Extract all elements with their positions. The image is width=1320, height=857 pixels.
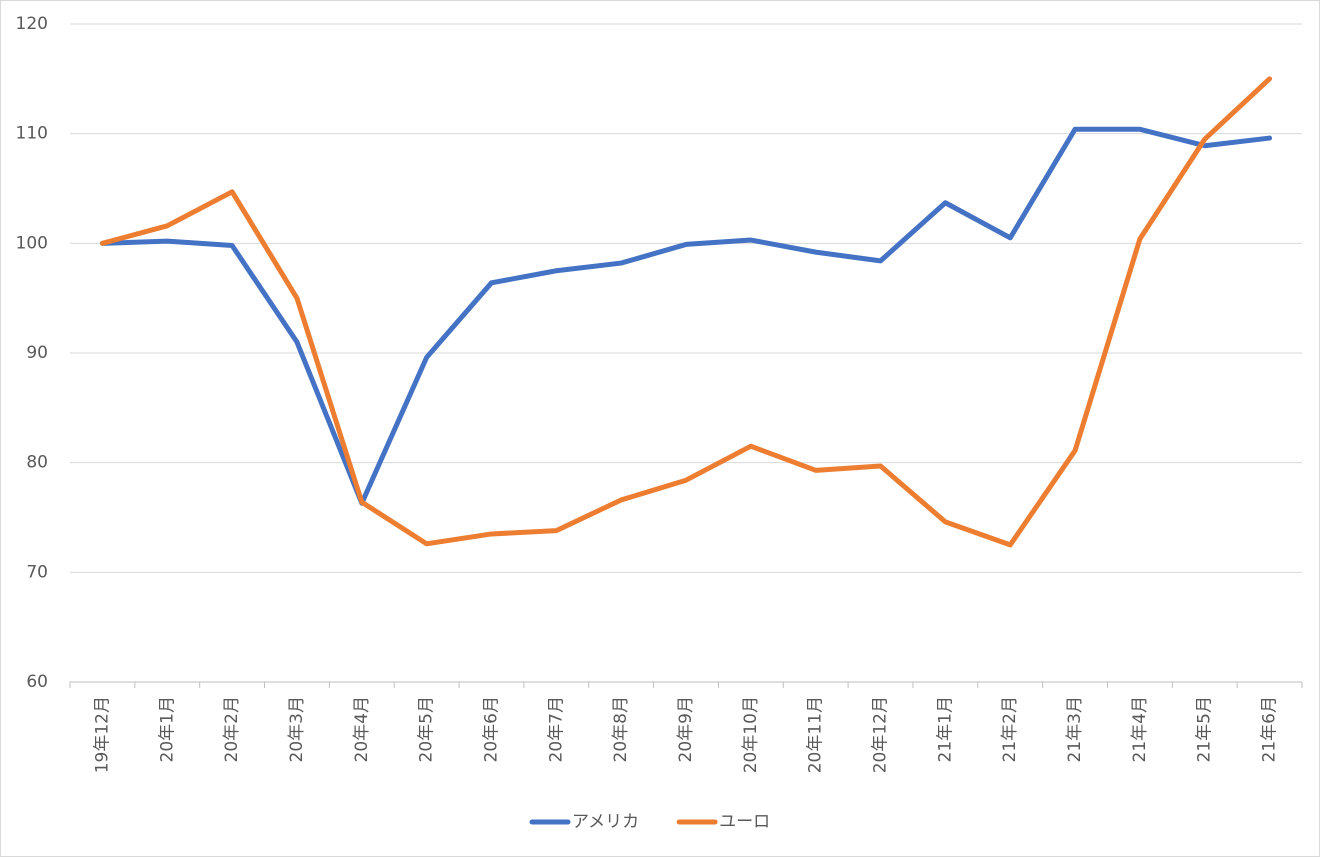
- x-tick-label: 20年7月: [546, 696, 566, 762]
- y-tick-label: 60: [26, 672, 48, 692]
- y-tick-label: 110: [16, 124, 48, 144]
- x-tick-label: 19年12月: [92, 696, 112, 773]
- y-tick-label: 120: [16, 14, 48, 34]
- x-tick-label: 21年3月: [1065, 696, 1085, 762]
- legend-label: アメリカ: [572, 812, 639, 832]
- x-tick-label: 21年2月: [1000, 696, 1020, 762]
- x-tick-label: 20年6月: [481, 696, 501, 762]
- x-tick-label: 21年5月: [1195, 696, 1215, 762]
- x-tick-label: 20年9月: [676, 696, 696, 762]
- x-tick-label: 20年4月: [352, 696, 372, 762]
- x-tick-label: 20年3月: [287, 696, 307, 762]
- x-tick-label: 21年1月: [935, 696, 955, 762]
- y-tick-label: 100: [16, 233, 48, 253]
- x-tick-label: 20年2月: [222, 696, 242, 762]
- x-tick-label: 20年5月: [417, 696, 437, 762]
- series-line: [99, 126, 1273, 506]
- x-tick-label: 20年12月: [871, 696, 891, 773]
- x-tick-label: 20年11月: [806, 696, 826, 773]
- y-tick-label: 80: [26, 453, 48, 473]
- x-tick-label: 20年1月: [157, 696, 177, 762]
- y-tick-label: 90: [26, 343, 48, 363]
- x-tick-label: 21年6月: [1260, 696, 1280, 762]
- x-tick-label: 20年10月: [741, 696, 761, 773]
- series-line: [99, 76, 1273, 548]
- x-tick-label: 20年8月: [611, 696, 631, 762]
- y-tick-label: 70: [26, 562, 48, 582]
- x-tick-label: 21年4月: [1130, 696, 1150, 762]
- legend-label: ユーロ: [719, 812, 770, 832]
